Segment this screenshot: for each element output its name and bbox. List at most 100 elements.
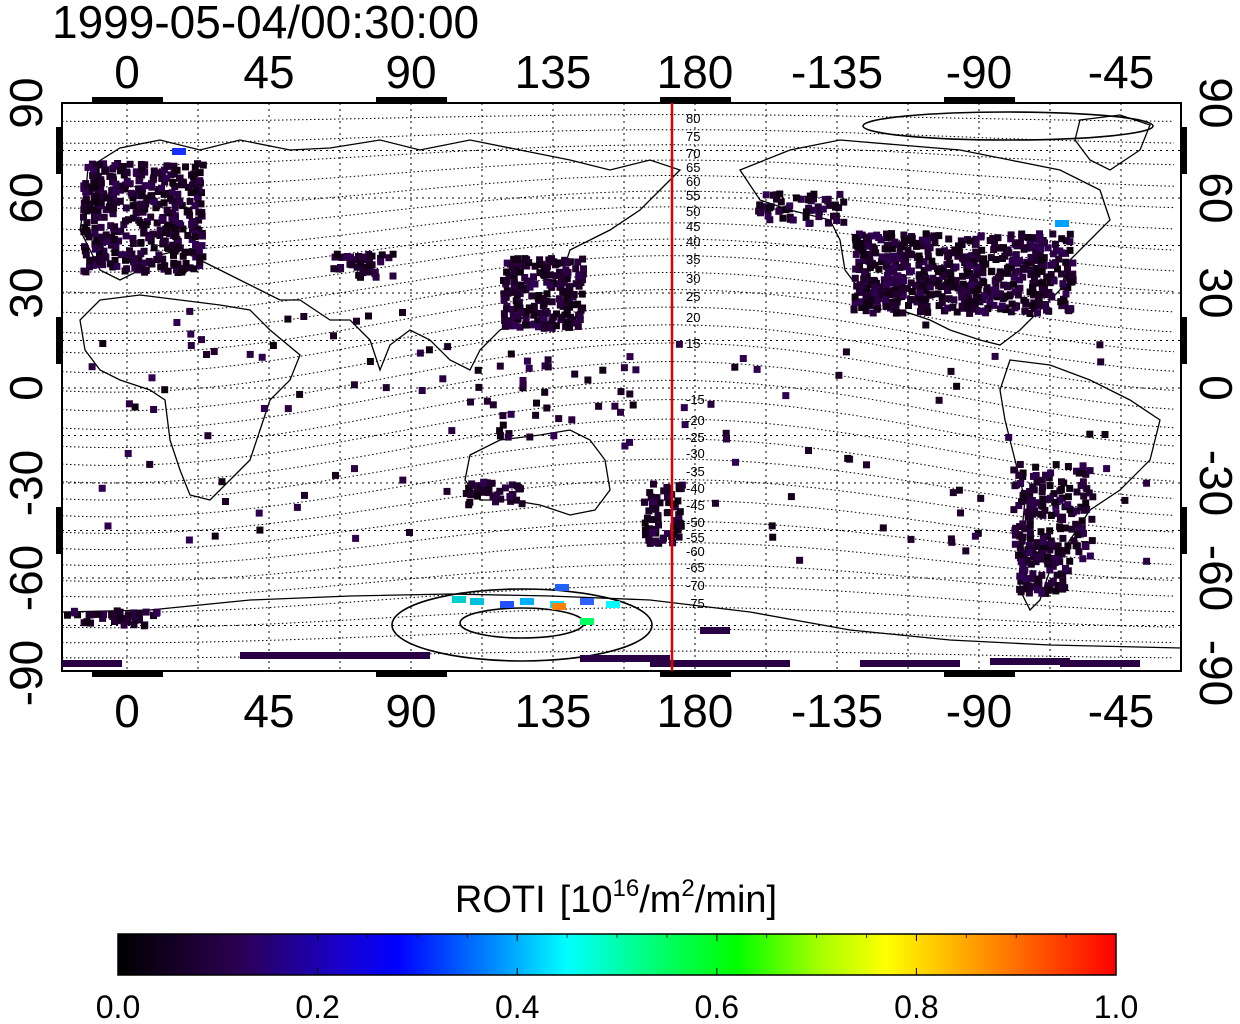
roti-pixel xyxy=(1035,295,1042,303)
lon-tick-top: 0 xyxy=(114,46,140,98)
roti-pixel xyxy=(98,484,106,492)
roti-pixel xyxy=(497,495,505,503)
roti-pixel xyxy=(972,235,980,243)
roti-pixel xyxy=(1046,546,1054,554)
roti-pixel xyxy=(775,207,783,215)
roti-pixel xyxy=(975,294,983,301)
roti-pixel xyxy=(172,245,180,253)
roti-pixel xyxy=(548,298,556,306)
roti-pixel xyxy=(1026,549,1034,556)
roti-pixel xyxy=(1068,278,1076,286)
roti-pixel xyxy=(577,306,585,314)
roti-pixel xyxy=(675,515,683,523)
roti-pixel xyxy=(959,255,967,263)
roti-pixel xyxy=(82,247,89,255)
contour-line xyxy=(62,399,1175,466)
roti-pixel xyxy=(1086,552,1094,560)
roti-pixel xyxy=(908,251,916,259)
roti-pixel xyxy=(889,256,897,264)
roti-pixel xyxy=(124,251,131,259)
roti-pixel xyxy=(1082,543,1090,550)
roti-pixel xyxy=(439,375,447,383)
roti-pixel xyxy=(179,252,187,260)
roti-pixel xyxy=(970,286,978,294)
roti-pixel xyxy=(1049,555,1057,562)
contour-line xyxy=(62,379,1175,449)
roti-pixel xyxy=(890,264,898,272)
roti-pixel xyxy=(543,263,551,271)
roti-pixel xyxy=(523,357,531,365)
roti-pixel xyxy=(513,312,520,320)
roti-pixel xyxy=(900,236,908,244)
roti-pixel xyxy=(473,492,481,500)
roti-pixel xyxy=(958,293,966,301)
roti-pixel xyxy=(1057,270,1065,278)
roti-pixel xyxy=(1096,341,1104,349)
roti-pixel xyxy=(352,256,360,264)
roti-pixel xyxy=(123,177,131,185)
roti-pixel xyxy=(191,233,199,241)
roti-pixel xyxy=(664,493,671,501)
roti-pixel xyxy=(166,230,173,238)
roti-pixel xyxy=(1042,471,1049,479)
roti-pixel xyxy=(1068,272,1076,280)
roti-pixel xyxy=(111,223,119,231)
roti-pixel xyxy=(1058,550,1066,558)
roti-pixel xyxy=(163,174,170,182)
roti-pixel xyxy=(88,363,96,371)
roti-pixel xyxy=(970,298,978,306)
roti-pixel xyxy=(1010,280,1018,288)
roti-pixel xyxy=(961,282,969,290)
roti-pixel xyxy=(1027,259,1035,267)
roti-pixel xyxy=(900,252,908,260)
roti-pixel xyxy=(260,405,268,412)
colorbar-unit-open: [10 xyxy=(560,879,613,921)
roti-pixel xyxy=(886,291,894,299)
roti-pixel xyxy=(505,319,513,327)
roti-pixel xyxy=(878,258,886,265)
roti-pixel xyxy=(173,319,181,326)
roti-pixel xyxy=(1019,564,1027,572)
roti-pixel xyxy=(1080,492,1088,500)
roti-pixel xyxy=(125,400,133,408)
roti-pixel xyxy=(196,262,204,269)
roti-pixel xyxy=(152,609,160,617)
roti-pixel xyxy=(576,311,584,319)
roti-pixel xyxy=(769,533,777,541)
roti-pixel xyxy=(116,197,124,205)
roti-pixel xyxy=(1067,305,1074,313)
roti-pixel-high xyxy=(470,598,484,605)
roti-pixel xyxy=(1056,496,1064,504)
lat-tick-left: -30 xyxy=(0,450,52,516)
roti-pixel xyxy=(136,208,144,216)
roti-pixel xyxy=(945,295,953,303)
roti-pixel xyxy=(475,383,483,391)
roti-pixel xyxy=(1089,493,1097,501)
roti-pixel xyxy=(86,256,94,264)
lat-tick-right: -30 xyxy=(1190,450,1240,516)
contour-label: -40 xyxy=(686,481,705,496)
roti-pixel xyxy=(855,258,863,266)
roti-pixel xyxy=(176,198,184,206)
roti-pixel xyxy=(917,308,924,316)
roti-pixel xyxy=(970,258,978,266)
roti-pixel xyxy=(617,408,624,416)
roti-pixel xyxy=(1034,309,1041,317)
roti-pixel xyxy=(90,166,97,174)
roti-pixel xyxy=(944,287,951,294)
roti-pixel xyxy=(641,519,649,527)
roti-pixel xyxy=(444,343,452,351)
roti-pixel xyxy=(584,376,592,384)
roti-pixel xyxy=(971,532,979,540)
contour-line xyxy=(62,458,1175,518)
contour-label: 20 xyxy=(686,310,700,325)
roti-pixel xyxy=(882,302,890,310)
roti-pixel xyxy=(123,265,131,273)
roti-pixel xyxy=(169,241,177,249)
roti-pixel xyxy=(1083,485,1091,493)
roti-pixel xyxy=(1066,506,1074,514)
roti-pixel xyxy=(558,313,566,321)
roti-pixel xyxy=(112,188,120,196)
roti-pixel xyxy=(947,367,955,375)
roti-pixel xyxy=(1033,478,1041,486)
